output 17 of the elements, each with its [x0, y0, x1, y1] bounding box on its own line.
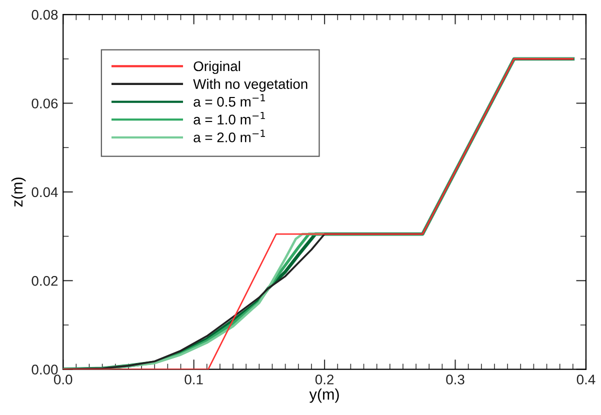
x-tick-label: 0.4	[576, 374, 596, 384]
y-axis-title: z(m)	[11, 178, 26, 207]
x-tick-label: 0.3	[446, 374, 464, 384]
y-tick-label: 0.06	[32, 98, 58, 108]
y-tick-label: 0.00	[32, 364, 58, 375]
x-tick-label: 0.0	[54, 374, 72, 384]
y-tick-label: 0.08	[32, 10, 58, 20]
legend-label: a = 0.5 m$^{−1}$	[194, 94, 265, 107]
y-tick-label: 0.02	[32, 276, 58, 286]
x-tick-label: 0.1	[184, 374, 203, 384]
x-axis-title: y(m)	[309, 388, 339, 403]
y-tick-label: 0.04	[32, 187, 58, 198]
legend-label: a = 1.0 m$^{−1}$	[194, 112, 265, 124]
x-tick-label: 0.2	[315, 374, 334, 384]
legend-label: a = 2.0 m$^{−1}$	[194, 130, 265, 142]
legend-label: Original	[194, 60, 240, 74]
legend-label: With no vegetation	[193, 78, 308, 92]
